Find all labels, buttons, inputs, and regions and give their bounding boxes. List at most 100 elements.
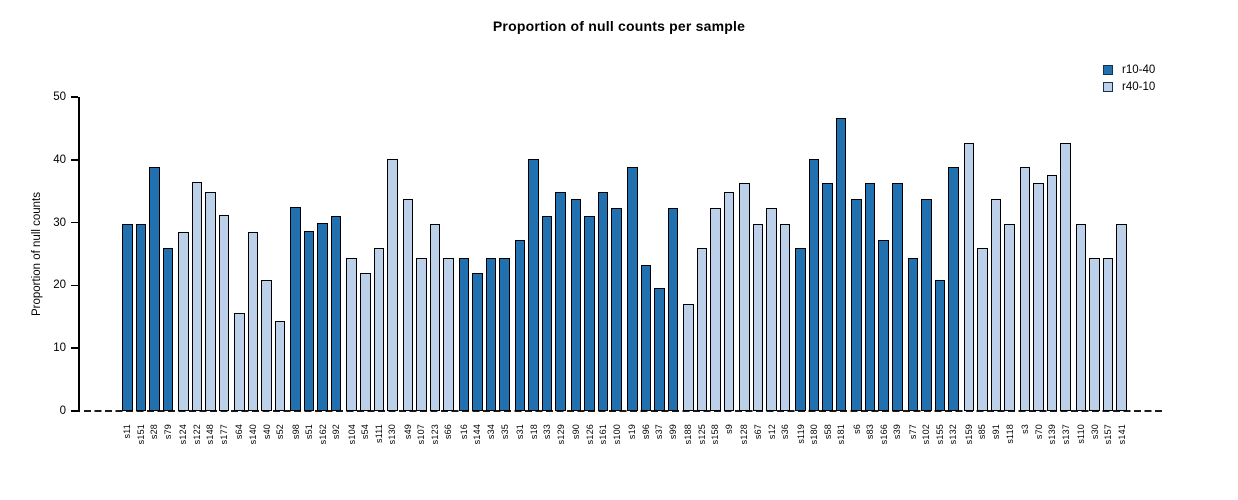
x-label-cell: s161	[598, 424, 609, 484]
x-label-cell: s28	[149, 424, 160, 484]
bar	[1116, 224, 1127, 411]
x-label-cell: s79	[163, 424, 174, 484]
bar	[346, 257, 357, 411]
bar-group	[234, 97, 286, 411]
x-label-cell: s64	[234, 424, 245, 484]
x-axis-labels: s11 s151 s28 s79 s124 s122 s148 s177 s64 s140 s40 s…	[122, 424, 1127, 484]
bar	[149, 167, 160, 411]
x-label-cell: s144	[472, 424, 483, 484]
x-tick-label: s104	[346, 424, 357, 445]
x-tick-label: s102	[921, 424, 932, 445]
x-tick-label: s85	[977, 424, 988, 440]
y-tick-label: 50	[53, 91, 66, 103]
x-label-cell: s158	[710, 424, 721, 484]
x-tick-label: s144	[472, 424, 483, 445]
y-tick-label: 30	[53, 216, 66, 229]
bar	[274, 320, 286, 411]
legend-item-r10-40: r10-40	[1103, 61, 1155, 78]
x-label-group: s16 s144 s34 s35	[459, 424, 510, 484]
x-label-cell: s85	[977, 424, 988, 484]
x-label-cell: s33	[542, 424, 553, 484]
x-tick-label: s11	[122, 424, 133, 439]
x-label-cell: s66	[443, 424, 454, 484]
bar	[752, 224, 764, 411]
x-tick-label: s83	[865, 424, 876, 440]
bar	[723, 191, 735, 411]
bar	[892, 183, 903, 411]
x-tick-label: s141	[1116, 424, 1127, 445]
bar	[864, 183, 876, 411]
x-tick-label: s126	[584, 424, 595, 445]
x-label-group: s3 s70 s139 s137	[1020, 424, 1071, 484]
bar	[963, 142, 975, 411]
bar	[330, 215, 342, 411]
bar	[290, 206, 301, 411]
bar	[1075, 224, 1087, 411]
bar	[429, 224, 441, 411]
x-label-cell: s130	[387, 424, 398, 484]
x-label-cell: s132	[948, 424, 959, 484]
x-label-cell: s6	[851, 424, 862, 484]
x-tick-label: s9	[723, 424, 734, 434]
bar	[934, 280, 946, 411]
bar	[921, 199, 932, 411]
x-tick-label: s19	[627, 424, 638, 440]
x-label-cell: s159	[964, 424, 975, 484]
x-tick-label: s99	[667, 424, 678, 440]
x-label-cell: s180	[809, 424, 820, 484]
plot-area: 0 10 20 30 40 50	[53, 91, 1165, 417]
x-label-cell: s123	[430, 424, 441, 484]
x-label-cell: s148	[205, 424, 216, 484]
x-label-cell: s51	[304, 424, 315, 484]
bars-area	[122, 97, 1127, 411]
bar	[808, 159, 820, 411]
legend-label-r40-10: r40-10	[1122, 80, 1156, 93]
bar	[597, 191, 609, 411]
x-label-group: s31 s18 s33 s129	[515, 424, 566, 484]
x-label-group: s64 s140 s40 s52	[234, 424, 285, 484]
legend-swatch-r10-40	[1103, 64, 1113, 75]
bar	[541, 215, 553, 411]
bar-group	[626, 97, 679, 411]
x-tick-label: s70	[1033, 424, 1044, 440]
bar	[1089, 257, 1100, 411]
y-axis-line	[78, 97, 80, 412]
x-label-cell: s77	[908, 424, 919, 484]
x-label-cell: s12	[766, 424, 777, 484]
x-label-cell: s188	[683, 424, 694, 484]
x-tick-label: s139	[1047, 424, 1058, 445]
bar-group	[458, 97, 510, 411]
x-label-cell: s110	[1076, 424, 1087, 484]
bar	[1060, 142, 1071, 411]
bar	[499, 257, 510, 411]
x-label-cell: s98	[290, 424, 301, 484]
x-label-cell: s96	[641, 424, 652, 484]
x-tick-label: s67	[753, 424, 763, 440]
bar	[191, 182, 203, 411]
bar-group	[795, 97, 847, 411]
x-label-cell: s128	[739, 424, 750, 484]
x-tick-label: s132	[948, 424, 959, 445]
x-label-cell: s16	[459, 424, 470, 484]
bar	[135, 223, 147, 411]
x-tick-label: s79	[162, 424, 173, 440]
x-label-cell: s37	[654, 424, 665, 484]
bar	[1033, 183, 1044, 411]
bar	[667, 207, 679, 411]
bar	[317, 223, 328, 411]
x-tick-label: s137	[1060, 424, 1071, 445]
x-label-cell: s137	[1060, 424, 1071, 484]
bar-group	[402, 97, 454, 411]
x-label-cell: s70	[1033, 424, 1044, 484]
legend-item-r40-10: r40-10	[1103, 78, 1155, 95]
x-tick-label: s157	[1103, 424, 1114, 445]
x-label-group: s188 s125 s158 s9	[683, 424, 734, 484]
x-tick-label: s166	[878, 424, 889, 445]
x-label-cell: s19	[627, 424, 638, 484]
x-tick-label: s54	[360, 424, 371, 440]
bar-group	[570, 97, 622, 411]
bar-group	[122, 97, 174, 411]
x-tick-label: s36	[780, 424, 791, 440]
x-tick-label: s77	[907, 424, 918, 440]
